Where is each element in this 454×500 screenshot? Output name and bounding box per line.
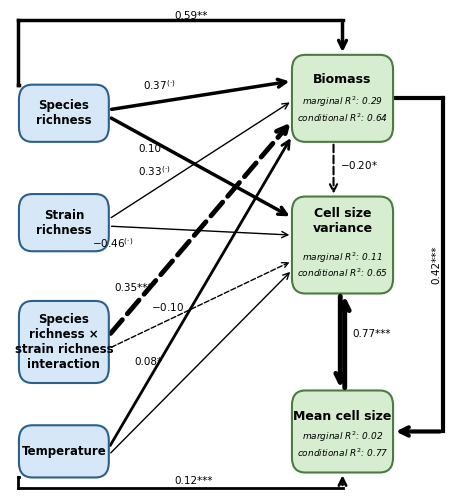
FancyBboxPatch shape [19, 301, 109, 383]
Text: Species
richness ×
strain richness
interaction: Species richness × strain richness inter… [15, 313, 113, 371]
FancyBboxPatch shape [19, 84, 109, 142]
FancyBboxPatch shape [292, 196, 393, 294]
Text: 0.77***: 0.77*** [353, 329, 391, 339]
Text: marginal $R^2$: 0.29
conditional $R^2$: 0.64: marginal $R^2$: 0.29 conditional $R^2$: … [297, 95, 388, 124]
Text: Biomass: Biomass [313, 73, 372, 86]
FancyBboxPatch shape [19, 194, 109, 251]
Text: 0.42***: 0.42*** [431, 246, 441, 284]
Text: 0.08*: 0.08* [134, 358, 163, 368]
FancyBboxPatch shape [19, 426, 109, 478]
Text: Temperature: Temperature [21, 445, 106, 458]
Text: Species
richness: Species richness [36, 100, 92, 128]
Text: marginal $R^2$: 0.02
conditional $R^2$: 0.77: marginal $R^2$: 0.02 conditional $R^2$: … [297, 430, 388, 459]
Text: 0.37$^{(\cdot)}$: 0.37$^{(\cdot)}$ [143, 78, 175, 92]
FancyBboxPatch shape [292, 390, 393, 472]
Text: $-$0.20*: $-$0.20* [340, 160, 378, 172]
Text: Strain
richness: Strain richness [36, 208, 92, 236]
Text: 0.12***: 0.12*** [174, 476, 212, 486]
Text: 0.10: 0.10 [138, 144, 161, 154]
FancyBboxPatch shape [292, 55, 393, 142]
Text: 0.33$^{(\cdot)}$: 0.33$^{(\cdot)}$ [138, 164, 171, 178]
Text: marginal $R^2$: 0.11
conditional $R^2$: 0.65: marginal $R^2$: 0.11 conditional $R^2$: … [297, 250, 388, 280]
Text: Cell size
variance: Cell size variance [312, 207, 373, 235]
Text: $-$0.10: $-$0.10 [151, 300, 184, 312]
Text: 0.35***: 0.35*** [115, 283, 153, 293]
Text: 0.59**: 0.59** [174, 12, 207, 22]
Text: Mean cell size: Mean cell size [293, 410, 392, 423]
Text: $-$0.46$^{(\cdot)}$: $-$0.46$^{(\cdot)}$ [92, 236, 133, 250]
